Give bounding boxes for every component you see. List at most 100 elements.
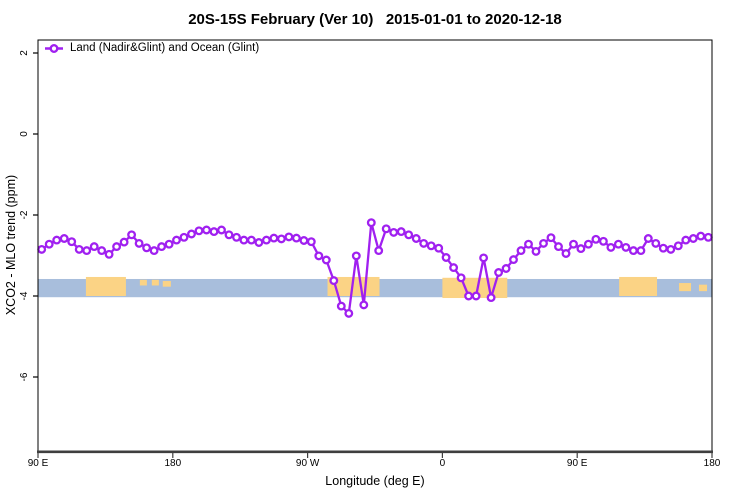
data-point-marker [276, 234, 286, 244]
x-axis-title: Longitude (deg E) [325, 474, 425, 488]
data-point-marker [351, 251, 361, 261]
data-point-marker [344, 308, 354, 318]
data-point-marker [688, 234, 698, 243]
data-point-marker [194, 226, 204, 236]
data-point-marker [37, 244, 47, 254]
y-tick-label: -4 [18, 291, 30, 301]
data-point-marker [494, 268, 504, 277]
data-point-marker [329, 276, 339, 286]
x-tick-label: 180 [164, 458, 182, 469]
data-point-marker [524, 239, 533, 249]
data-point-marker [673, 241, 683, 251]
data-point-marker [389, 227, 399, 237]
data-point-marker [658, 243, 668, 253]
data-point-marker [516, 246, 526, 256]
data-point-marker [187, 229, 196, 239]
highlight-patch [619, 276, 658, 296]
data-point-marker [561, 249, 571, 258]
data-point-marker [651, 238, 661, 248]
data-point-marker [321, 255, 331, 265]
data-point-marker [501, 264, 511, 273]
data-point-marker [696, 231, 706, 241]
data-point-marker [434, 243, 444, 253]
data-point-marker [404, 230, 414, 240]
x-tick-label: 90 W [295, 458, 320, 469]
data-point-marker [628, 246, 638, 256]
data-point-marker [396, 227, 406, 237]
data-point-marker [554, 242, 563, 252]
highlight-patch [85, 276, 126, 296]
data-point-marker [134, 238, 144, 248]
data-point-marker [164, 239, 174, 249]
data-point-marker [449, 263, 459, 273]
data-point-marker [591, 234, 601, 244]
x-tick-label: 90 E [27, 458, 49, 469]
data-point-marker [336, 301, 346, 311]
data-point-marker [89, 242, 99, 252]
data-point-marker [52, 235, 62, 245]
x-tick-label: 180 [703, 458, 721, 469]
data-point-marker [598, 236, 608, 246]
data-point-marker [359, 300, 369, 310]
data-point-marker [67, 237, 77, 247]
data-point-marker [142, 243, 152, 253]
data-point-marker [531, 246, 541, 256]
data-point-marker [464, 291, 474, 301]
data-point-marker [224, 230, 234, 240]
data-point-marker [643, 234, 653, 243]
data-point-marker [419, 238, 429, 248]
legend-marker-sample [49, 44, 59, 54]
data-point-marker [479, 253, 489, 263]
data-point-marker [179, 232, 189, 242]
x-tick-label: 90 E [566, 458, 588, 469]
x-tick-label: 0 [439, 458, 446, 469]
y-tick-label: -6 [18, 372, 30, 382]
data-point-marker [217, 225, 226, 235]
y-tick-label: -2 [18, 210, 30, 220]
data-point-marker [666, 244, 676, 254]
data-point-marker [681, 235, 691, 245]
data-point-marker [314, 251, 324, 261]
data-point-marker [149, 246, 159, 256]
data-point-marker [97, 246, 107, 256]
data-point-marker [576, 244, 586, 254]
data-point-marker [246, 235, 256, 245]
data-point-marker [291, 233, 301, 243]
data-point-marker [569, 239, 578, 249]
data-series-line [41, 221, 709, 315]
highlight-patch [679, 283, 692, 292]
data-point-marker [74, 244, 84, 254]
data-point-marker [172, 235, 181, 245]
data-point-marker [441, 253, 451, 262]
data-point-marker [254, 238, 264, 247]
data-point-marker [636, 246, 646, 256]
data-point-marker [583, 239, 593, 249]
data-point-marker [119, 237, 129, 247]
data-point-marker [261, 235, 271, 245]
y-tick-label: 0 [18, 131, 30, 137]
data-point-marker [486, 293, 496, 303]
data-point-marker [411, 234, 421, 243]
highlight-patch [151, 279, 159, 286]
highlight-patch [139, 279, 147, 286]
data-point-marker [44, 239, 54, 249]
highlight-patch [162, 281, 171, 287]
data-point-marker [426, 241, 436, 251]
plot-title: 20S-15S February (Ver 10) 2015-01-01 to … [188, 11, 562, 28]
data-point-marker [471, 291, 481, 301]
data-point-marker [299, 236, 309, 245]
data-point-marker [82, 246, 92, 256]
data-point-marker [366, 218, 376, 228]
data-point-marker [112, 242, 122, 252]
data-point-marker [456, 273, 466, 283]
data-point-marker [269, 233, 279, 243]
data-point-marker [202, 225, 211, 235]
data-point-marker [284, 232, 294, 242]
data-point-marker [546, 233, 556, 243]
data-point-marker [509, 255, 518, 265]
data-point-marker [306, 237, 316, 247]
data-point-marker [606, 242, 616, 252]
data-point-marker [209, 227, 219, 237]
data-point-marker [239, 235, 249, 245]
data-point-marker [104, 249, 114, 259]
